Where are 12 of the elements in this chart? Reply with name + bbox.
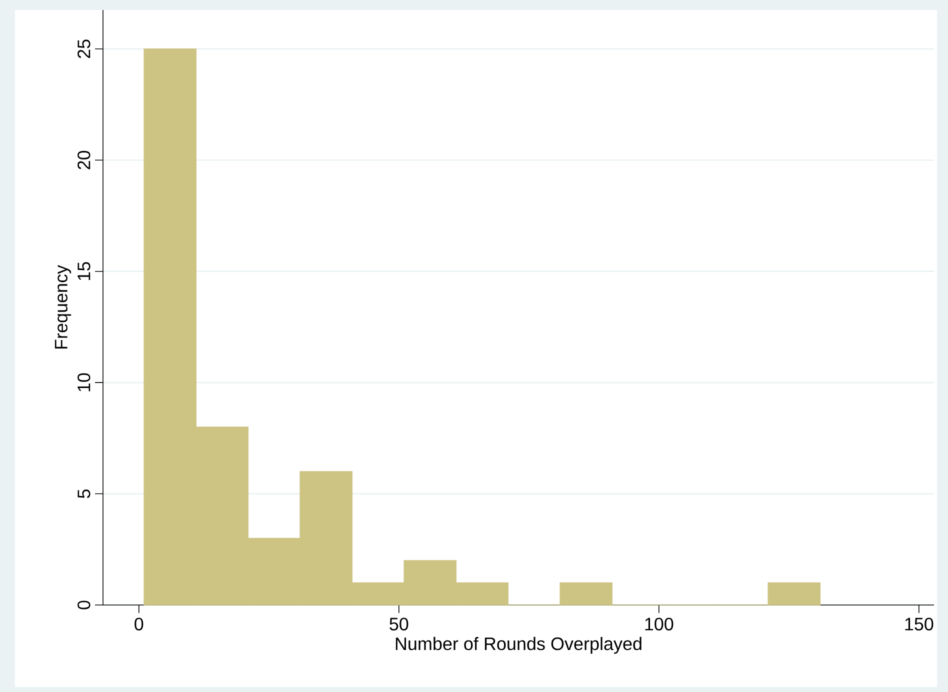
x-axis-title: Number of Rounds Overplayed — [396, 636, 642, 654]
x-tick-label: 100 — [645, 618, 674, 630]
y-tick-label: 0 — [78, 600, 90, 610]
y-tick-label: 15 — [78, 262, 90, 280]
x-tick-label: 150 — [905, 618, 934, 630]
x-tick-label: 0 — [134, 618, 144, 630]
y-tick-label: 5 — [78, 490, 90, 498]
y-tick-label: 20 — [78, 150, 90, 170]
y-axis-title: Frequency — [54, 265, 72, 349]
y-tick-label: 10 — [78, 373, 90, 392]
y-tick-label: 25 — [78, 40, 90, 58]
x-tick-label: 50 — [390, 618, 408, 630]
